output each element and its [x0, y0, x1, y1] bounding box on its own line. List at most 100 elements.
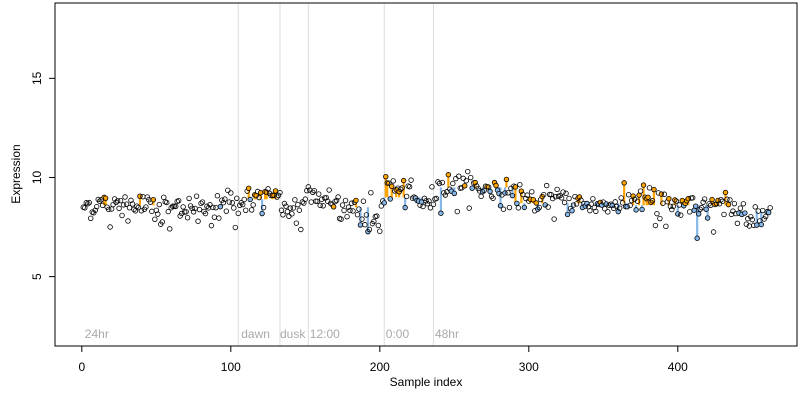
period-label: dawn	[241, 327, 270, 341]
data-point	[390, 178, 396, 184]
data-point	[698, 204, 705, 211]
data-point	[311, 187, 317, 194]
data-point	[469, 185, 475, 191]
data-point	[225, 187, 231, 194]
data-point	[509, 192, 516, 199]
deviation-bar	[447, 174, 450, 188]
data-point	[429, 184, 435, 190]
data-point	[627, 202, 633, 209]
data-point	[196, 206, 203, 213]
data-point	[114, 198, 121, 204]
data-point	[350, 208, 356, 214]
data-point	[144, 194, 151, 200]
data-point	[669, 206, 675, 213]
data-point	[119, 212, 125, 219]
data-point	[259, 210, 265, 217]
data-point	[533, 200, 539, 206]
data-point	[690, 195, 696, 201]
data-point	[496, 190, 502, 197]
data-point	[256, 194, 262, 201]
data-point	[86, 199, 92, 206]
data-point	[454, 208, 460, 215]
data-point	[541, 191, 547, 198]
data-point	[229, 200, 236, 206]
data-point	[466, 205, 472, 211]
data-point	[561, 199, 568, 206]
data-point	[220, 199, 227, 206]
data-point	[208, 222, 215, 229]
data-point	[614, 203, 620, 210]
data-point	[479, 188, 486, 195]
data-point	[406, 184, 413, 190]
deviation-bar	[366, 207, 369, 232]
data-point	[521, 204, 528, 211]
data-point	[94, 203, 100, 210]
period-label: dusk	[280, 327, 306, 341]
data-point	[587, 207, 593, 214]
deviation-bar	[637, 195, 641, 206]
data-point	[317, 202, 323, 209]
data-point	[442, 192, 449, 198]
data-point	[125, 218, 131, 224]
x-tick-label: 300	[519, 360, 539, 374]
data-point	[530, 197, 536, 203]
deviation-bar	[404, 197, 407, 208]
deviation-bar	[706, 205, 709, 219]
data-point	[217, 204, 224, 210]
data-point	[748, 214, 754, 220]
data-point	[167, 226, 173, 232]
data-point	[718, 196, 724, 203]
data-point	[354, 211, 361, 218]
data-point	[344, 213, 350, 220]
data-points	[80, 168, 773, 241]
data-point	[427, 205, 434, 211]
data-point	[666, 195, 672, 202]
data-point	[524, 192, 531, 198]
data-point	[305, 184, 311, 190]
deviation-bar	[724, 192, 727, 206]
data-point	[765, 209, 772, 216]
deviation-bar	[536, 203, 539, 210]
deviation-bar	[511, 187, 514, 196]
data-point	[378, 203, 385, 209]
data-point	[232, 224, 238, 231]
data-point	[675, 211, 681, 217]
deviation-bar	[710, 199, 714, 206]
data-point	[709, 196, 715, 203]
data-point	[210, 204, 216, 211]
data-point	[120, 202, 127, 208]
data-point	[226, 199, 233, 205]
data-point	[330, 204, 337, 210]
data-point	[117, 197, 124, 204]
data-point	[619, 200, 626, 206]
data-point	[695, 211, 702, 217]
data-point	[116, 205, 122, 212]
data-point	[569, 208, 575, 214]
data-point	[360, 198, 367, 204]
data-point	[564, 211, 571, 218]
data-point	[339, 202, 346, 208]
data-point	[123, 201, 130, 207]
deviation-bar	[760, 211, 763, 225]
data-point	[342, 197, 349, 204]
data-point	[143, 204, 149, 210]
deviation-bar	[265, 192, 268, 200]
data-point	[721, 211, 727, 218]
data-point	[758, 221, 764, 228]
period-label: 12:00	[310, 327, 340, 341]
data-point	[216, 215, 222, 221]
data-point	[95, 196, 101, 203]
data-point	[274, 194, 280, 200]
data-point	[618, 195, 624, 201]
data-point	[193, 193, 200, 199]
data-point	[180, 204, 186, 210]
data-point	[223, 208, 230, 214]
data-point	[678, 212, 684, 218]
data-point	[430, 201, 437, 208]
data-point	[359, 216, 365, 222]
data-point	[184, 214, 191, 221]
data-point	[670, 203, 677, 209]
data-point	[150, 197, 157, 203]
data-point	[456, 173, 462, 179]
data-point	[381, 200, 387, 206]
